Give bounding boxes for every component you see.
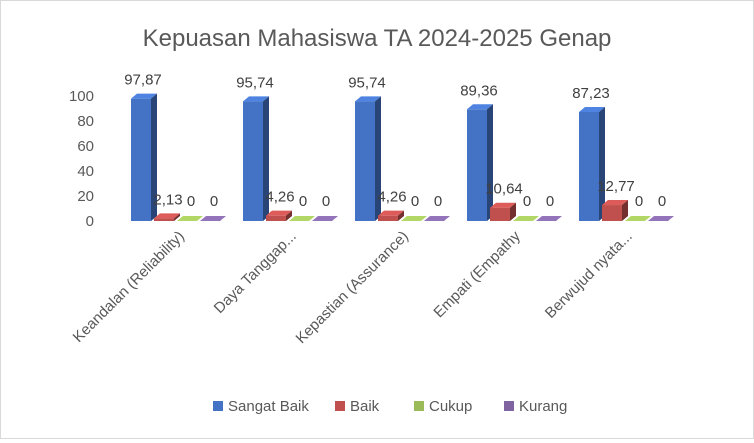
data-label: 0 <box>635 193 643 210</box>
y-tick-label: 0 <box>86 213 94 230</box>
data-label: 0 <box>187 193 195 210</box>
legend: Sangat Baik Baik Cukup Kurang <box>213 398 567 415</box>
bar-sangat-baik <box>355 96 381 221</box>
legend-swatch <box>213 401 223 411</box>
category-label: Keandalan (Reliability) <box>70 228 188 346</box>
legend-item: Kurang <box>504 398 567 415</box>
legend-label: Kurang <box>519 398 567 415</box>
bar-cukup <box>513 216 539 221</box>
legend-item: Baik <box>335 398 380 415</box>
bar-kurang <box>648 216 674 221</box>
bars <box>131 93 674 221</box>
bar-sangat-baik <box>467 104 493 221</box>
bar-kurang <box>312 216 338 221</box>
data-label: 97,87 <box>124 72 162 89</box>
y-tick-label: 80 <box>77 113 94 130</box>
bar-baik <box>266 210 292 221</box>
data-label: 4,26 <box>265 189 294 206</box>
bar-baik <box>490 202 516 221</box>
x-axis-labels: Keandalan (Reliability) Daya Tanggap...Ke… <box>70 227 636 347</box>
data-label: 4,26 <box>377 189 406 206</box>
data-label: 0 <box>523 193 531 210</box>
category-label: Kepastian (Assurance) <box>293 228 412 347</box>
category-label: Empati (Empathy <box>430 227 524 321</box>
data-label: 87,23 <box>572 85 610 102</box>
data-label: 95,74 <box>348 74 386 91</box>
y-tick-label: 100 <box>69 88 94 105</box>
data-label: 0 <box>299 193 307 210</box>
y-axis: 0 20 40 60 80 100 <box>69 88 94 230</box>
data-label: 0 <box>546 193 554 210</box>
legend-label: Baik <box>350 398 380 415</box>
legend-label: Sangat Baik <box>228 398 309 415</box>
category-label: Berwujud nyata... <box>542 228 636 322</box>
legend-item: Sangat Baik <box>213 398 309 415</box>
bar-baik <box>602 200 628 221</box>
bar-sangat-baik <box>243 96 269 221</box>
bar-sangat-baik <box>579 106 605 221</box>
bar-kurang <box>200 216 226 221</box>
legend-item: Cukup <box>414 398 472 415</box>
bar-sangat-baik <box>131 93 157 221</box>
y-tick-label: 60 <box>77 138 94 155</box>
data-label: 0 <box>434 193 442 210</box>
data-labels: 97,872,13 0 095,744,26 0 095,744,26 0 089,3610… <box>124 72 666 210</box>
data-label: 95,74 <box>236 74 274 91</box>
bar-cukup <box>625 216 651 221</box>
legend-swatch <box>335 401 345 411</box>
bar-cukup <box>401 216 427 221</box>
bar-kurang <box>536 216 562 221</box>
data-label: 89,36 <box>460 82 498 99</box>
y-tick-label: 20 <box>77 188 94 205</box>
data-label: 12,77 <box>597 178 635 195</box>
data-label: 10,64 <box>485 181 523 198</box>
data-label: 0 <box>658 193 666 210</box>
bar-kurang <box>424 216 450 221</box>
legend-label: Cukup <box>429 398 472 415</box>
bar-baik <box>378 210 404 221</box>
legend-swatch <box>504 401 514 411</box>
data-label: 2,13 <box>153 191 182 208</box>
bar-cukup <box>177 216 203 221</box>
data-label: 0 <box>411 193 419 210</box>
bar-baik <box>154 213 180 221</box>
data-label: 0 <box>210 193 218 210</box>
y-tick-label: 40 <box>77 163 94 180</box>
legend-swatch <box>414 401 424 411</box>
category-label: Daya Tanggap... <box>211 228 300 317</box>
chart-title: Kepuasan Mahasiswa TA 2024-2025 Genap <box>143 25 612 52</box>
bar-cukup <box>289 216 315 221</box>
data-label: 0 <box>322 193 330 210</box>
